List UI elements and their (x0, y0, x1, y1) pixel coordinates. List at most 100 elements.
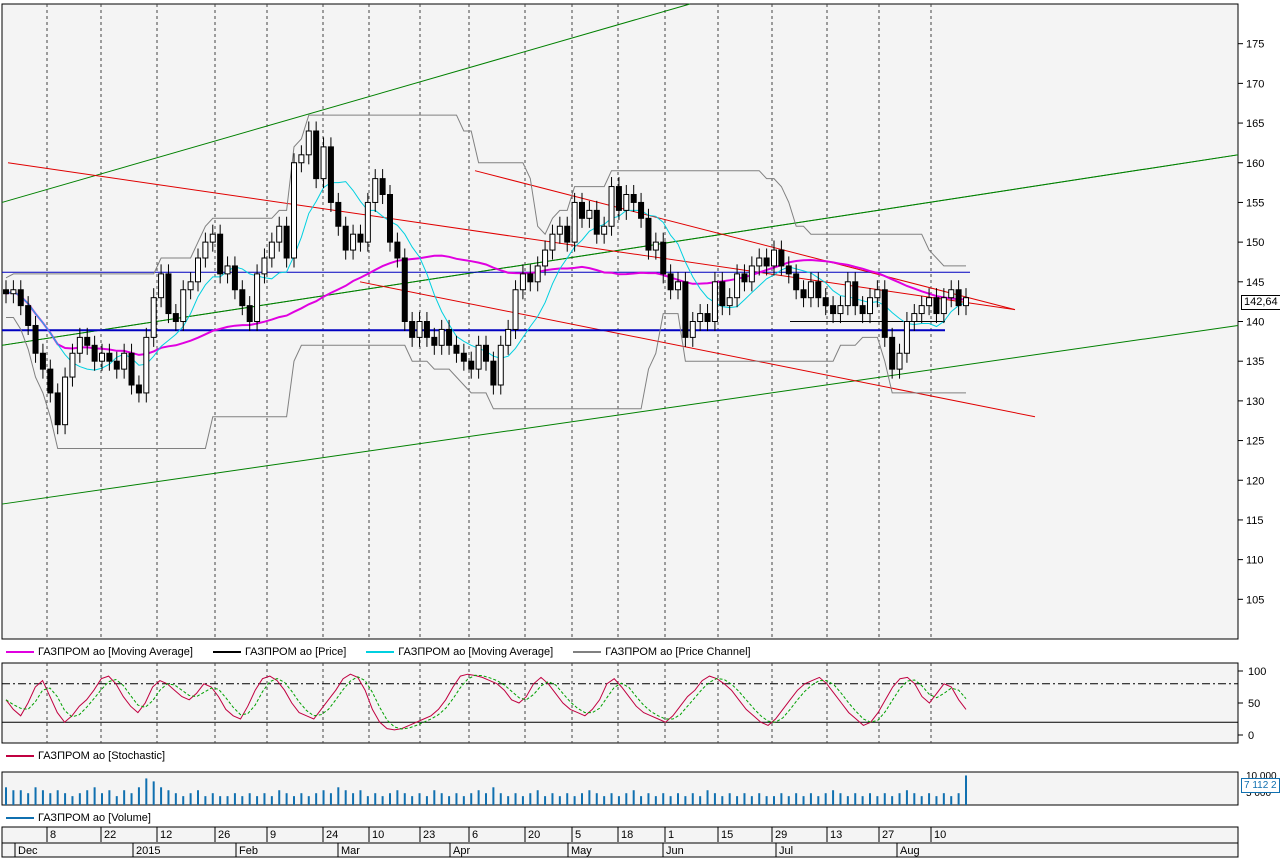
stochastic-k-line (5, 673, 967, 731)
candle-body (785, 265, 792, 275)
candle-body (135, 384, 142, 394)
candle-body (940, 297, 947, 315)
legend-item-stochastic[interactable]: ГАЗПРОМ ао [Stochastic] (6, 750, 165, 762)
legend-item-volume[interactable]: ГАЗПРОМ ао [Volume] (6, 812, 151, 824)
volume-bar (352, 793, 355, 805)
volume-bar (160, 787, 163, 805)
volume-bar (71, 796, 74, 805)
legend-swatch-stochastic (6, 755, 34, 757)
candle-body (202, 241, 209, 259)
candle-body (17, 289, 24, 307)
candle-body (771, 249, 777, 267)
price-axis-label: 155 (1246, 197, 1264, 209)
volume-bar (832, 790, 835, 805)
volume-bar (197, 790, 199, 805)
price-channel-lower (6, 313, 966, 449)
candle-body (675, 281, 681, 291)
candle-body (579, 201, 585, 219)
price-axis-label: 170 (1246, 78, 1264, 90)
volume-bar (396, 790, 399, 805)
month-tick-label: Jul (779, 845, 793, 857)
legend-item-channel[interactable]: ГАЗПРОМ ао [Price Channel] (573, 646, 751, 658)
volume-bar (93, 787, 96, 805)
day-tick-label: 18 (621, 829, 633, 841)
volume-bar (241, 796, 244, 805)
candle-body (852, 281, 859, 307)
candle-body (889, 336, 896, 370)
candle-body (918, 305, 925, 315)
volume-bar (677, 793, 679, 805)
stochastic-legend: ГАЗПРОМ ао [Stochastic] (0, 747, 179, 765)
legend-swatch-ma-long (6, 651, 34, 653)
day-tick-label: 12 (160, 829, 172, 841)
candle-body (409, 321, 416, 338)
candle-body (76, 336, 83, 354)
candle-body (121, 352, 128, 370)
volume-bar (787, 796, 790, 805)
candle-body (955, 289, 962, 307)
volume-bar (130, 793, 133, 805)
day-tick-label: 6 (472, 829, 478, 841)
volume-bar (765, 796, 768, 805)
volume-bar (713, 793, 716, 805)
candle-body (844, 281, 851, 307)
candle-body (903, 321, 910, 354)
stoch-axis-label: 50 (1248, 698, 1260, 710)
volume-bar (137, 787, 140, 805)
price-axis-label: 130 (1246, 396, 1264, 408)
trend-down-lower (359, 281, 1036, 418)
candle-body (268, 241, 275, 259)
candle-body (47, 368, 54, 394)
candle-body (99, 352, 105, 362)
candle-body (128, 352, 135, 386)
volume-bar (736, 796, 739, 805)
candle-body (254, 273, 261, 322)
candle-body (158, 273, 165, 299)
candle-body (276, 225, 283, 243)
month-tick-label: Feb (239, 845, 258, 857)
candle-body (505, 328, 512, 346)
candle-body (239, 289, 246, 307)
volume-bar (174, 793, 177, 805)
candle-body (793, 273, 800, 291)
legend-swatch-channel (573, 651, 602, 653)
day-tick-label: 13 (830, 829, 842, 841)
candle-body (734, 273, 741, 299)
volume-bar (219, 796, 222, 805)
candle-body (364, 201, 371, 243)
volume-bar (625, 793, 628, 805)
candle-body (261, 257, 268, 275)
candle-body (313, 130, 320, 180)
trend-up-bottom (1, 324, 1239, 505)
candle-body (195, 257, 201, 283)
candle-body (91, 344, 98, 362)
day-tick-label: 10 (372, 829, 384, 841)
legend-item-price[interactable]: ГАЗПРОМ ао [Price] (212, 646, 347, 658)
candle-body (320, 146, 327, 180)
candle-body (571, 201, 578, 243)
volume-bar (115, 796, 118, 805)
volume-bar (699, 796, 702, 805)
volume-bar (743, 793, 746, 805)
volume-bar (669, 796, 672, 805)
candle-body (689, 321, 696, 338)
volume-bar (529, 793, 532, 805)
volume-bar (211, 793, 214, 805)
price-axis-label: 175 (1246, 39, 1264, 51)
legend-label-price: ГАЗПРОМ ао [Price] (244, 646, 347, 658)
legend-item-ma-long[interactable]: ГАЗПРОМ ао [Moving Average] (6, 646, 193, 658)
legend-label-channel: ГАЗПРОМ ао [Price Channel] (605, 646, 751, 658)
price-panel-frame (1, 3, 1239, 640)
volume-bar (544, 796, 547, 805)
volume-bar (965, 775, 967, 805)
volume-axis-label: 10 000 (1246, 771, 1277, 782)
volume-bar (300, 793, 303, 805)
legend-item-ma-short[interactable]: ГАЗПРОМ ао [Moving Average] (366, 646, 553, 658)
volume-bar (293, 796, 295, 805)
volume-bar (905, 790, 908, 805)
price-axis-label: 110 (1246, 555, 1264, 567)
price-axis-label: 165 (1246, 118, 1264, 130)
volume-bar (654, 796, 657, 805)
